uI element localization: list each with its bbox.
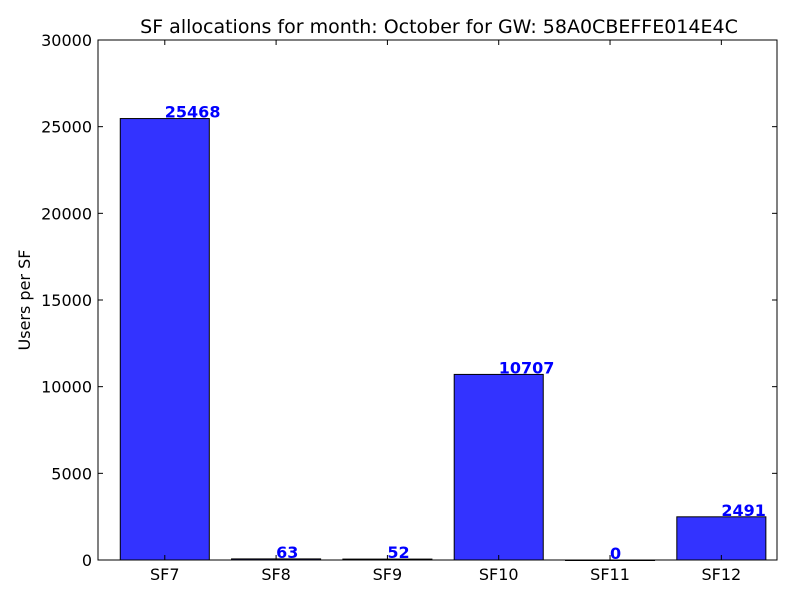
bar-sf10 bbox=[453, 373, 544, 561]
y-tick-label: 20000 bbox=[41, 204, 92, 223]
x-tick-label: SF7 bbox=[150, 565, 180, 584]
y-tick-label: 10000 bbox=[41, 378, 92, 397]
plot-area-frame bbox=[97, 39, 778, 561]
data-label-sf9: 52 bbox=[387, 543, 409, 562]
bars-group bbox=[119, 118, 767, 561]
data-labels-group: 25468 63 52 10707 0 2491 bbox=[165, 103, 766, 563]
bar-sf12 bbox=[676, 516, 767, 561]
y-tick-label: 0 bbox=[82, 551, 92, 570]
data-label-sf7: 25468 bbox=[165, 103, 221, 122]
data-label-sf10: 10707 bbox=[499, 358, 555, 377]
data-label-sf12: 2491 bbox=[721, 501, 766, 520]
y-tick-label: 5000 bbox=[51, 464, 92, 483]
y-tick-label: 25000 bbox=[41, 118, 92, 137]
x-axis-ticks: SF7 SF8 SF9 SF10 SF11 SF12 bbox=[150, 40, 741, 584]
x-tick-label: SF11 bbox=[590, 565, 630, 584]
chart-title: SF allocations for month: October for GW… bbox=[140, 16, 738, 38]
y-axis-ticks: 0 5000 10000 15000 20000 25000 30000 bbox=[41, 31, 777, 570]
x-tick-label: SF9 bbox=[373, 565, 403, 584]
bar-sf7 bbox=[119, 118, 210, 561]
x-tick-label: SF12 bbox=[701, 565, 741, 584]
data-label-sf8: 63 bbox=[276, 543, 298, 562]
data-label-sf11: 0 bbox=[610, 544, 621, 563]
y-axis-label: Users per SF bbox=[15, 250, 34, 351]
y-tick-label: 15000 bbox=[41, 291, 92, 310]
y-tick-label: 30000 bbox=[41, 31, 92, 50]
x-tick-label: SF8 bbox=[261, 565, 291, 584]
x-tick-label: SF10 bbox=[479, 565, 519, 584]
